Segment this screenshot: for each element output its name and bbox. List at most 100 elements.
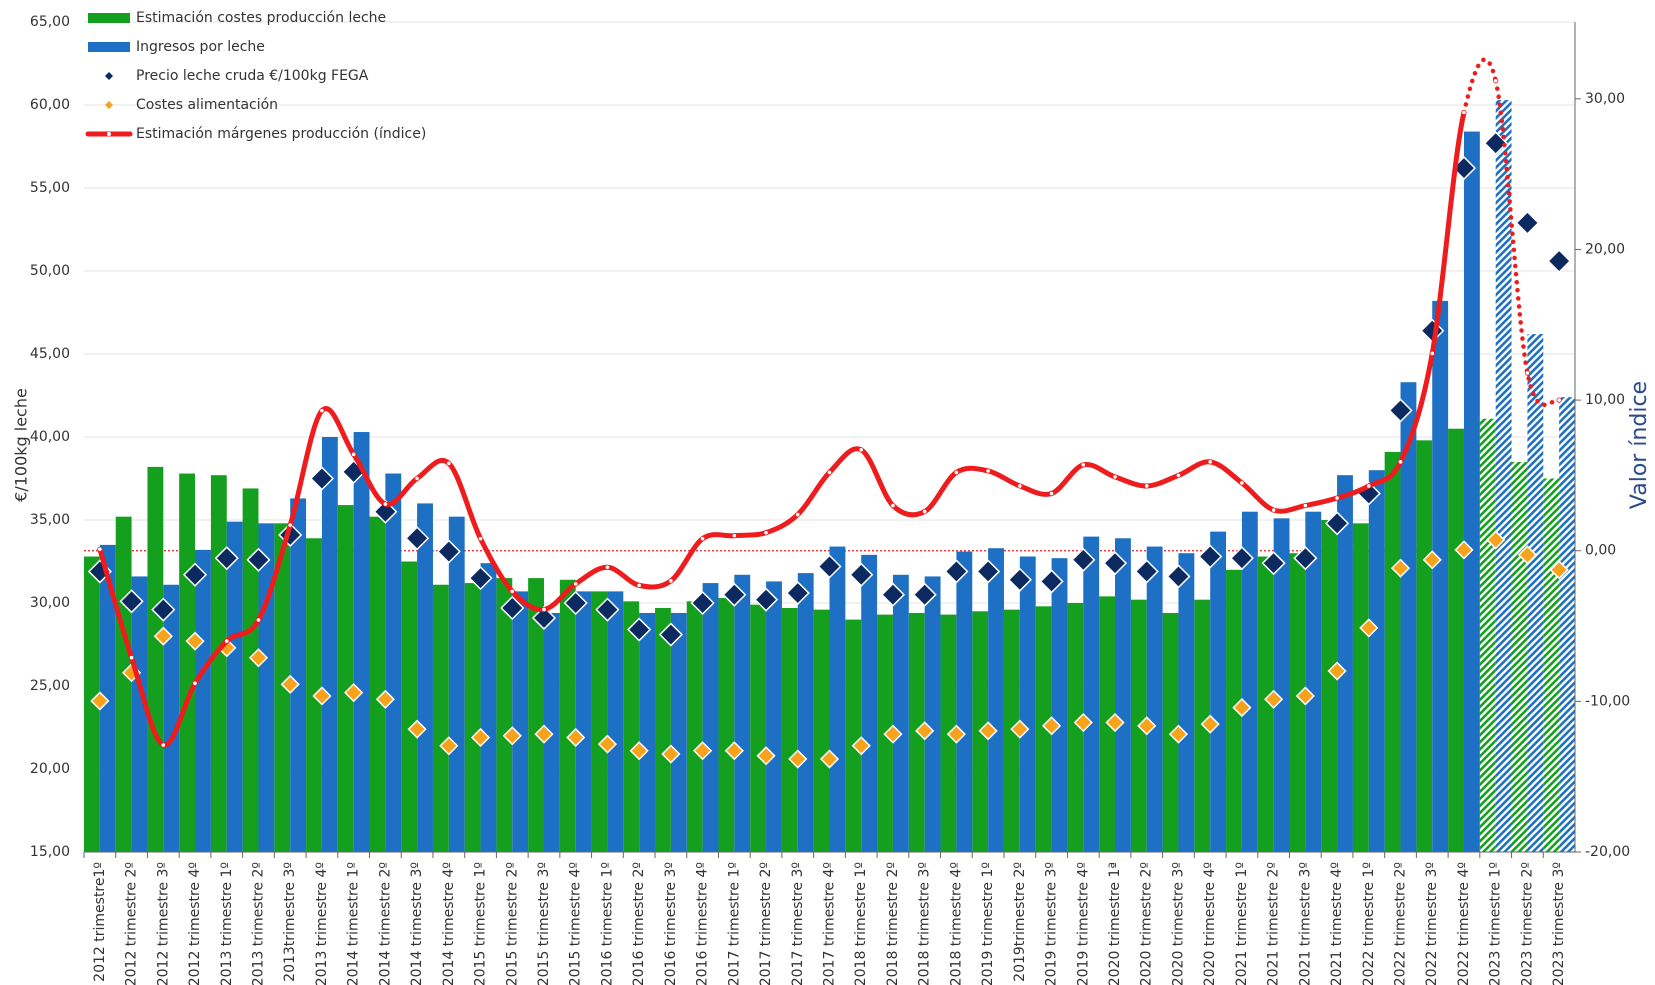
bar: [432, 584, 449, 852]
x-tick-label: 2022 trimestre 1º: [1361, 862, 1377, 985]
diamond-marker: [1105, 712, 1125, 733]
diamond-marker: [690, 590, 715, 616]
bar: [607, 591, 624, 852]
bar: [797, 573, 814, 852]
diamond-marker: [629, 741, 649, 761]
x-tick-label: 2016 trimestre 2º: [631, 862, 647, 985]
legend-label: Precio leche cruda €/100kg FEGA: [136, 68, 369, 84]
diamond-marker: [1422, 550, 1442, 570]
bar: [1210, 531, 1227, 852]
bar: [639, 612, 656, 852]
x-tick-label: 2020 trimestre 3º: [1170, 862, 1186, 985]
line-point: [763, 530, 769, 536]
bar: [1194, 599, 1211, 852]
y2-tick-label: 10,00: [1585, 392, 1625, 408]
bar: [1479, 418, 1496, 852]
diamond-marker: [1325, 511, 1350, 536]
x-tick-label: 2012 trimestre 2º: [124, 862, 140, 985]
bar: [1368, 470, 1385, 852]
x-tick-label: 2020 trimestre 2º: [1139, 862, 1155, 985]
diamond-marker: [1515, 210, 1540, 235]
diamond-marker: [185, 631, 205, 651]
legend-label: Estimación márgenes producción (índice): [136, 126, 426, 142]
diamond-marker: [661, 744, 681, 764]
diamond-marker: [658, 622, 683, 647]
bar: [655, 607, 671, 852]
x-tick-label: 2016 trimestre 3º: [663, 862, 679, 985]
bar: [1273, 518, 1290, 852]
bar: [829, 546, 846, 852]
x-tick-label: 2014 trimestre 3º: [409, 862, 425, 985]
x-tick-label: 2019 trimestre 4º: [1075, 862, 1091, 985]
x-tick-label: 2015 trimestre 1º: [473, 862, 489, 985]
y2-tick-label: -20,00: [1585, 844, 1630, 860]
line-point: [414, 475, 420, 482]
bar: [210, 475, 227, 852]
bar: [1226, 569, 1242, 852]
y-tick-label: 60,00: [30, 97, 70, 113]
bar: [274, 523, 291, 852]
diamond-marker: [470, 727, 491, 748]
bar: [417, 503, 433, 852]
line-point: [382, 501, 388, 507]
bar: [480, 563, 497, 852]
bar: [258, 523, 275, 852]
bar: [1543, 478, 1560, 852]
legend-label: Estimación costes producción leche: [136, 10, 386, 26]
line-point: [731, 533, 737, 539]
x-tick-label: 2018 trimestre 4º: [948, 862, 964, 985]
diamond-marker: [502, 726, 522, 746]
line-point: [1175, 472, 1182, 479]
line-point: [97, 546, 103, 552]
line-point: [509, 588, 515, 595]
bar: [1337, 475, 1353, 852]
line-point: [922, 508, 928, 515]
line-point: [953, 469, 959, 475]
bar: [1241, 511, 1258, 852]
x-tick-label: 2012 trimestre1º: [92, 862, 108, 982]
x-tick-label: 2018 trimestre 3º: [917, 862, 933, 985]
bar: [1067, 603, 1084, 852]
diamond-marker: [1549, 560, 1569, 580]
diamond-marker: [1293, 546, 1318, 571]
bar-layer: [84, 100, 1575, 853]
diamond-marker: [880, 582, 906, 607]
legend-label: Costes alimentación: [136, 97, 278, 113]
y2-axis-title: Valor índice: [1627, 381, 1652, 509]
diamond-marker: [1454, 540, 1474, 560]
y-tick-label: 25,00: [30, 678, 70, 694]
x-tick-label: 2012 trimestre 4º: [187, 862, 203, 985]
line-point: [1524, 370, 1531, 376]
line-point: [826, 469, 833, 475]
line-point: [1207, 459, 1213, 465]
line-point: [192, 680, 198, 686]
diamond-marker: [595, 597, 620, 622]
bar: [115, 516, 132, 852]
bar: [1019, 556, 1036, 852]
bar: [686, 601, 703, 852]
bar: [1448, 428, 1464, 852]
line-point: [573, 581, 579, 587]
y-tick-label: 30,00: [30, 595, 70, 611]
x-tick-label: 2013 trimestre 2º: [250, 862, 266, 985]
line-point: [1556, 397, 1562, 403]
x-tick-label: 2017 trimestre 2º: [758, 862, 774, 985]
line-point: [477, 536, 484, 542]
x-tick-label: 2021 trimestre 2º: [1266, 862, 1282, 985]
diamond-marker: [1327, 661, 1347, 681]
x-tick-label: 2015 trimestre 3º: [536, 862, 552, 985]
bar: [1321, 520, 1338, 852]
line-point: [668, 578, 674, 584]
x-tick-label: 2014 trimestre 1º: [346, 862, 362, 985]
diamond-marker: [1359, 618, 1379, 638]
diamond-marker: [785, 580, 810, 606]
diamond-marker: [756, 746, 776, 766]
legend-item: Ingresos por leche: [88, 39, 265, 55]
bar: [290, 498, 307, 852]
y-tick-label: 55,00: [30, 180, 70, 196]
y2-tick-label: 20,00: [1585, 241, 1625, 257]
bar: [956, 551, 973, 852]
x-tick-label: 2020 trimestre 1ª: [1107, 862, 1123, 985]
bar: [702, 583, 719, 852]
